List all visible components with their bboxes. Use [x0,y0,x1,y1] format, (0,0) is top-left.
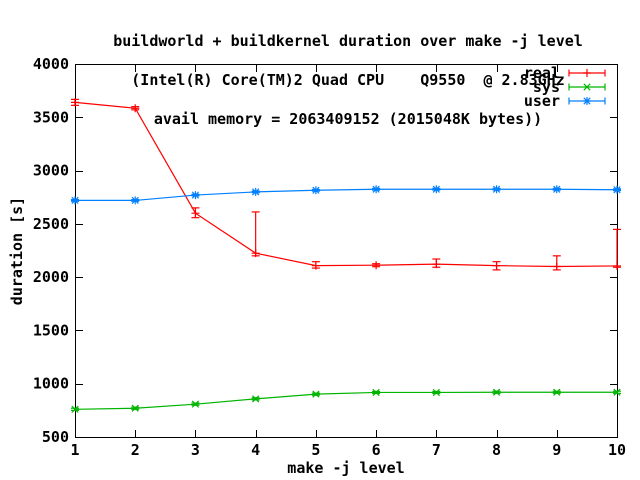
plus-marker-icon [311,261,320,270]
asterisk-marker-icon [613,185,621,194]
y-tick-label-2500: 2500 [33,215,69,233]
series-line-user [75,188,618,202]
legend-item-user: user [523,92,606,110]
x-tick-label-10: 10 [608,441,626,459]
y-tick-label-3000: 3000 [33,162,69,180]
x-tick-label-1: 1 [70,441,79,459]
y-tick-label-4000: 4000 [33,55,69,73]
plus-marker-icon [613,261,621,270]
x-tick-label-4: 4 [251,441,260,459]
asterisk-marker-icon [71,196,79,205]
y-tick-label-2000: 2000 [33,268,69,286]
legend-item-sys: sys [524,78,606,96]
cross-marker-icon [131,404,139,412]
x-axis-label: make -j level [287,459,405,477]
asterisk-marker-icon [552,185,561,194]
series-line-real [74,101,618,268]
x-tick-label-3: 3 [191,441,200,459]
plus-marker-icon [552,262,561,271]
y-tick-label-1500: 1500 [33,321,69,339]
chart-subtitle-cpu: (Intel(R) Core(TM)2 Quad CPU Q9550 @ 2.8… [131,71,565,89]
cross-marker-icon [583,83,591,91]
plus-marker-icon [131,104,140,113]
legend-sample-errorbar-icon [568,83,606,91]
legend-item-real: real [523,64,606,82]
asterisk-marker-icon [583,97,591,105]
plus-marker-icon [191,209,200,218]
x-tick-label-6: 6 [372,441,381,459]
y-tick-label-500: 500 [42,428,69,446]
cross-marker-icon [191,400,200,408]
series-sys [71,388,621,413]
x-tick-label-7: 7 [432,441,441,459]
chart-title-block: buildworld + buildkernel duration over m… [113,9,583,152]
asterisk-marker-icon [191,191,200,200]
plus-marker-icon [583,69,591,77]
series-user [71,185,621,205]
axes [75,64,618,438]
legend-sample-errorbar-icon [568,97,606,105]
cross-marker-icon [252,395,260,403]
cross-marker-icon [432,388,440,397]
asterisk-marker-icon [131,196,140,205]
chart-subtitle-memory: avail memory = 2063409152 (2015048K byte… [153,110,543,128]
errorbar-real [613,228,621,268]
asterisk-marker-icon [372,185,381,194]
plus-marker-icon [251,249,260,258]
y-tick-label-1000: 1000 [33,375,69,393]
cross-marker-icon [312,390,320,398]
asterisk-marker-icon [492,185,501,194]
legend-sample-errorbar-icon [568,69,606,77]
legend-label-real: real [523,64,560,82]
y-axis-label: duration [s] [8,196,26,306]
asterisk-marker-icon [311,186,320,195]
legend-label-sys: sys [532,78,560,96]
x-tick-label-2: 2 [131,441,140,459]
cross-marker-icon [492,388,501,396]
legend: real sys user [523,64,606,110]
cross-marker-icon [553,388,561,396]
y-tick-label-3500: 3500 [33,108,69,126]
x-tick-label-9: 9 [552,441,561,459]
cross-marker-icon [613,388,621,396]
asterisk-marker-icon [251,187,260,196]
x-tick-label-5: 5 [311,441,320,459]
asterisk-marker-icon [432,185,441,194]
series-line-sys [74,391,617,410]
series-real [71,98,621,271]
cross-marker-icon [71,405,79,413]
x-tick-label-8: 8 [492,441,501,459]
plus-marker-icon [372,261,381,270]
chart-title: buildworld + buildkernel duration over m… [113,32,583,50]
plus-marker-icon [492,261,501,270]
legend-label-user: user [523,92,560,110]
plus-marker-icon [71,98,79,107]
plus-marker-icon [432,260,441,269]
cross-marker-icon [372,388,380,397]
